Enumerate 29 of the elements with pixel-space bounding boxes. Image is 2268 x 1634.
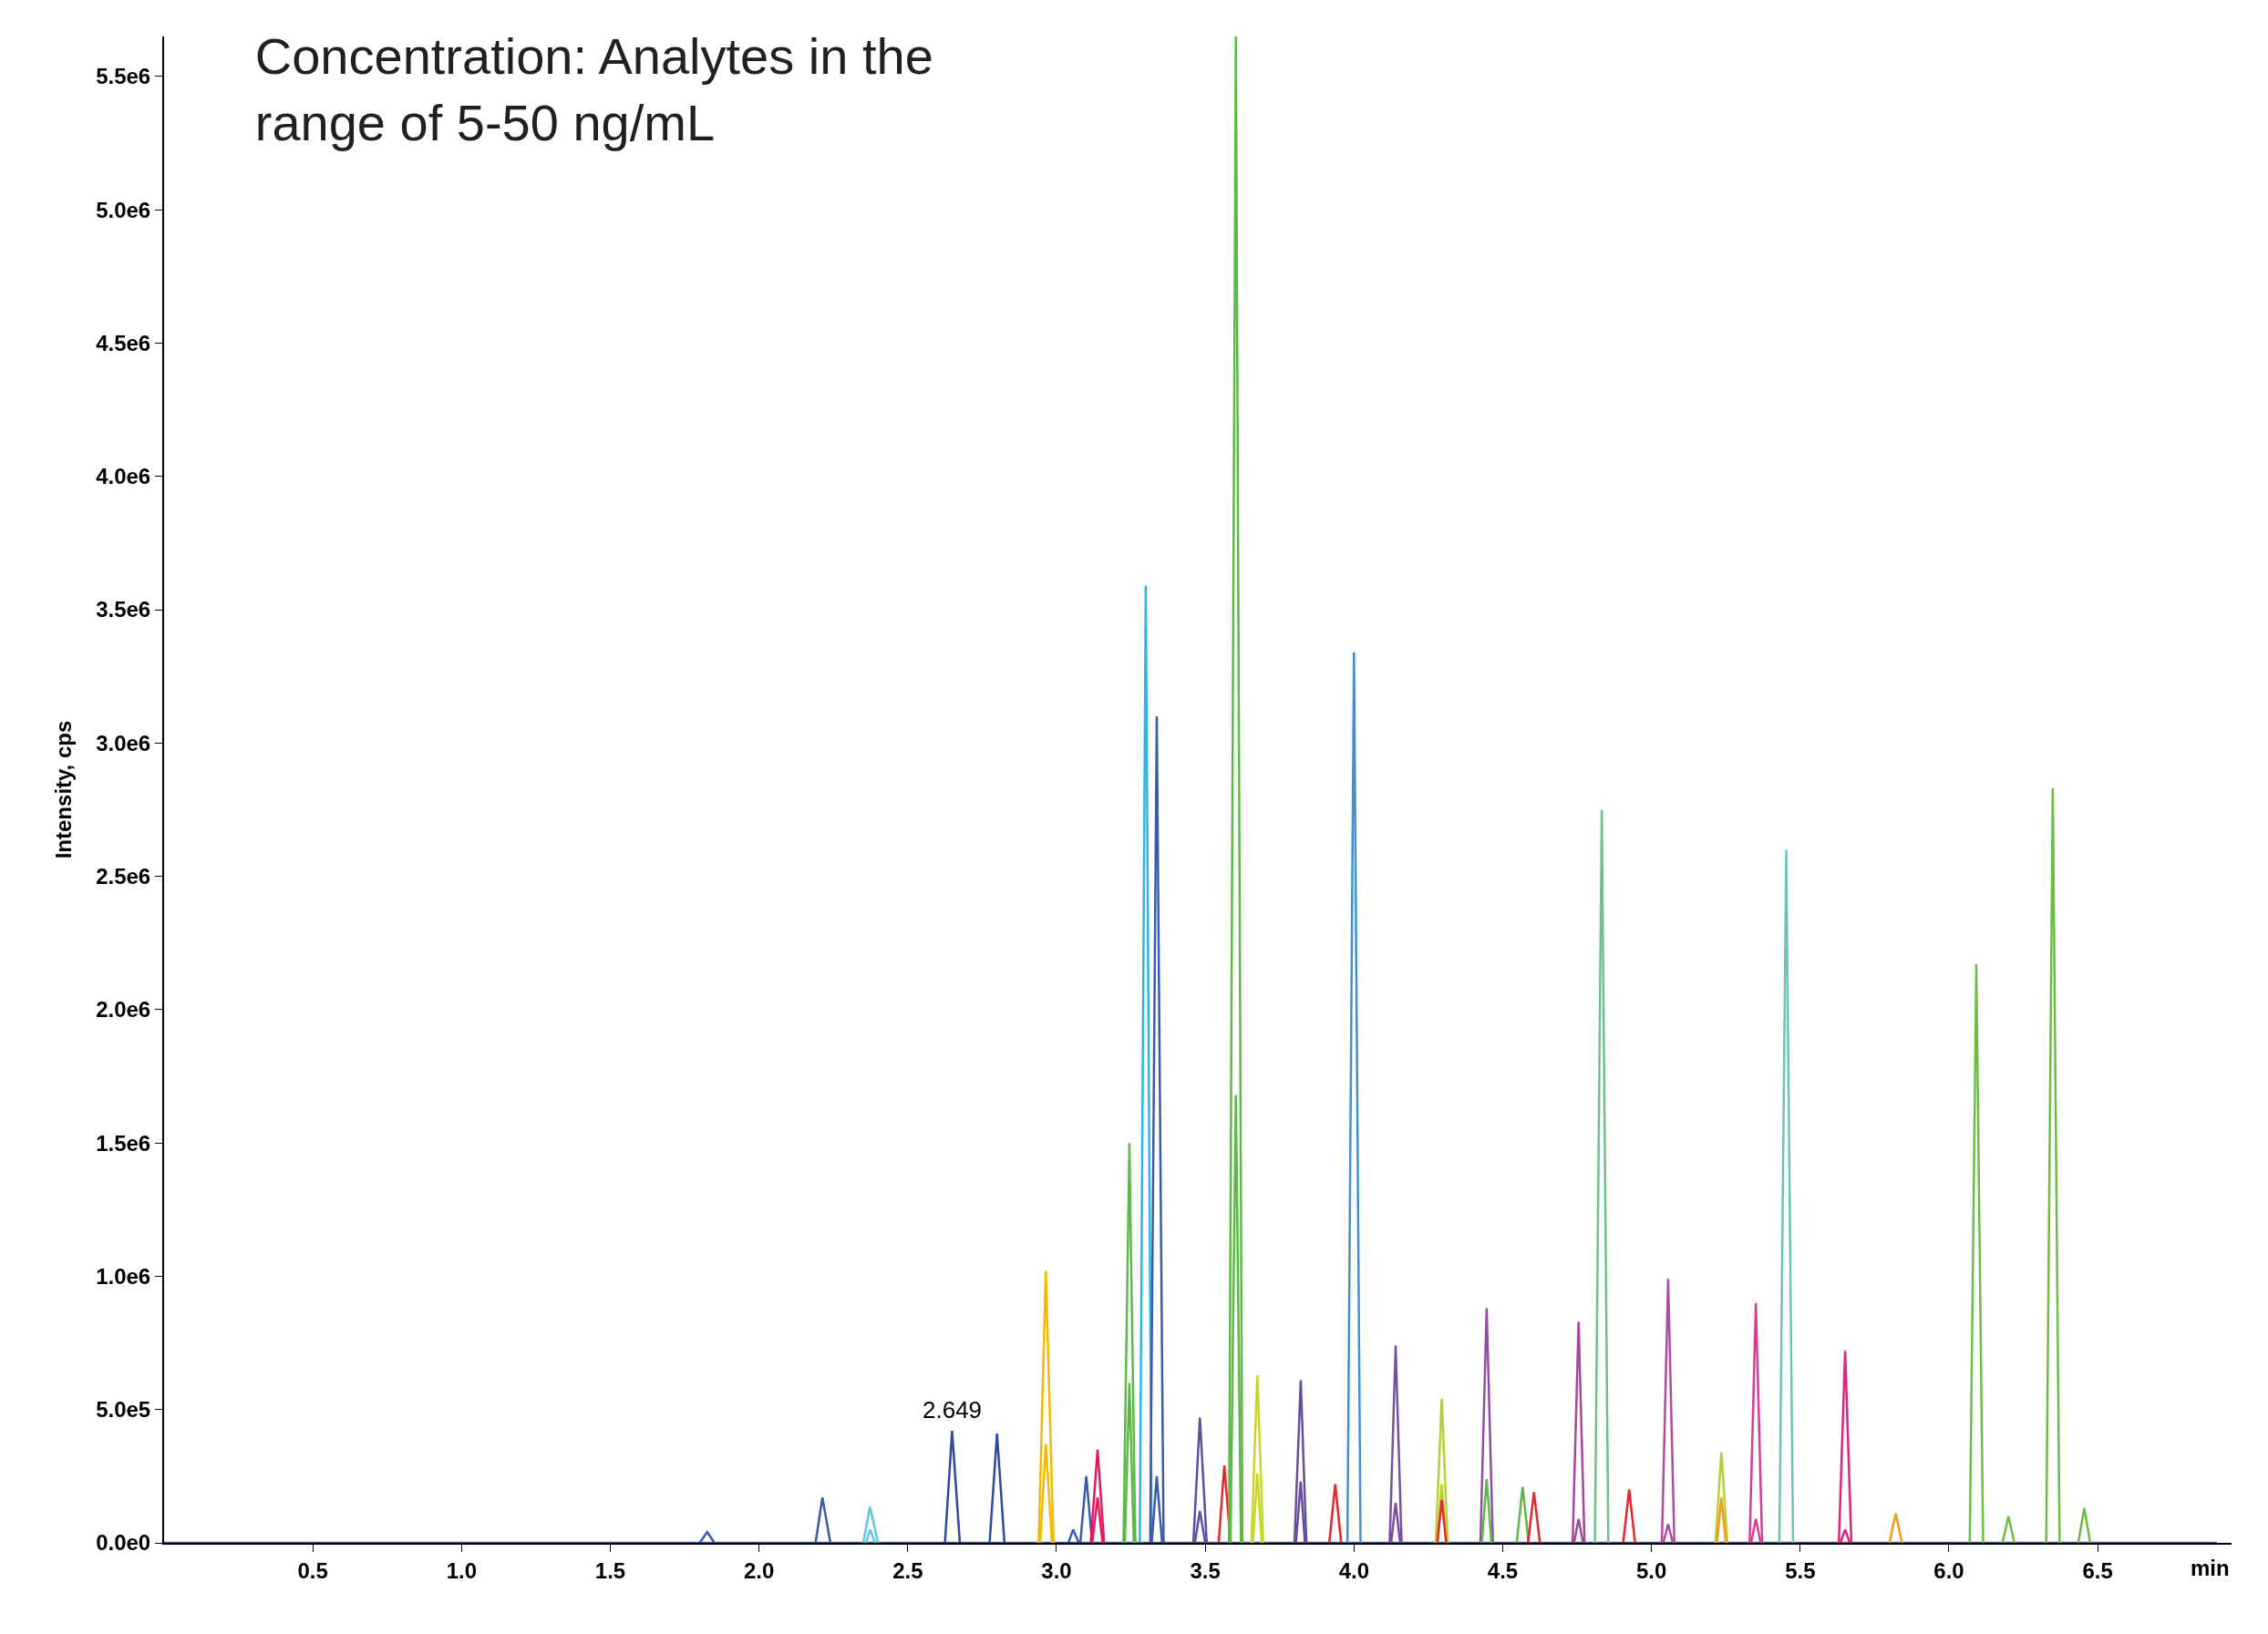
y-tick-label: 3.0e6	[96, 730, 151, 755]
y-axis-title: Intensity, cps	[50, 720, 76, 859]
y-tick-label: 1.5e6	[96, 1130, 151, 1156]
x-tick-label: 1.0	[446, 1557, 478, 1583]
x-tick-label: 1.5	[594, 1557, 626, 1583]
y-tick-label: 0.0e0	[96, 1530, 151, 1556]
y-tick-label: 3.5e6	[96, 597, 151, 622]
x-tick-label: 2.5	[892, 1557, 923, 1583]
y-tick-label: 1.0e6	[96, 1263, 151, 1289]
y-tick-label: 5.0e5	[96, 1397, 151, 1423]
x-tick-label: 5.0	[1635, 1557, 1667, 1583]
y-tick-label: 2.5e6	[96, 863, 151, 889]
x-tick-label: 5.5	[1785, 1557, 1816, 1583]
text: Concentration: Analytes in the range of 5-50 ng/mL	[254, 27, 933, 152]
x-tick-label: 3.5	[1190, 1557, 1221, 1583]
y-tick-label: 5.5e6	[96, 64, 151, 89]
x-tick-label: 0.5	[297, 1557, 328, 1583]
x-tick-label: 6.0	[1933, 1557, 1964, 1583]
x-tick-label: 4.5	[1487, 1557, 1519, 1583]
x-tick-label: 3.0	[1041, 1557, 1072, 1583]
y-tick-label: 4.0e6	[96, 464, 151, 489]
y-tick-label: 4.5e6	[96, 330, 151, 355]
y-tick-label: 2.0e6	[96, 997, 151, 1023]
y-tick-label: 5.0e6	[96, 197, 151, 222]
annotation: 2.649	[923, 1396, 983, 1423]
x-tick-label: 4.0	[1338, 1557, 1370, 1583]
x-axis-title: min	[2191, 1556, 2230, 1580]
x-tick-label: 2.0	[743, 1557, 775, 1583]
x-tick-label: 6.5	[2082, 1557, 2113, 1583]
